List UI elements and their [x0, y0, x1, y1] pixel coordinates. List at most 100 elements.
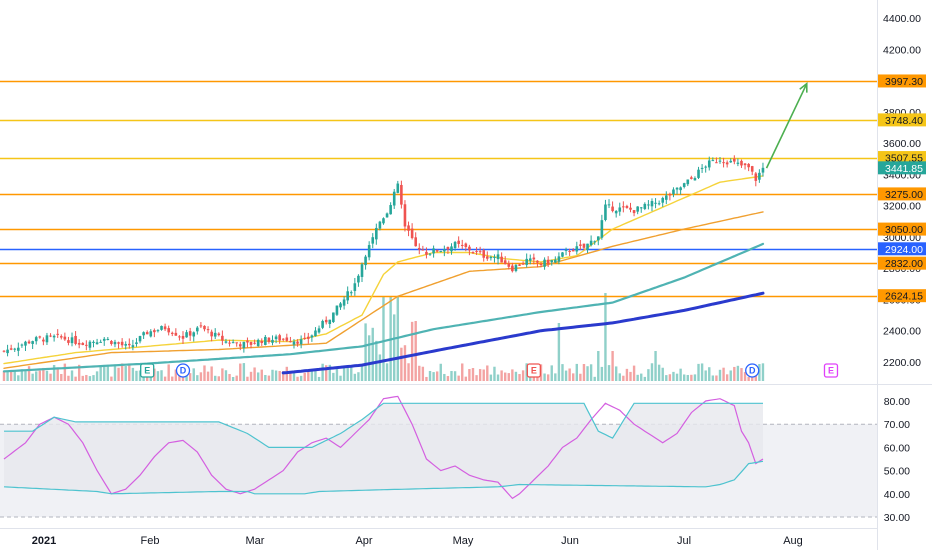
- volume-bar: [260, 369, 263, 381]
- candle-body: [88, 341, 92, 348]
- candle-body: [478, 251, 482, 253]
- candle-body: [6, 349, 9, 354]
- volume-bar: [557, 323, 561, 381]
- candle-body: [296, 341, 299, 344]
- candle-body: [188, 331, 192, 336]
- price-tick-label: 4400.00: [883, 13, 921, 25]
- volume-bar: [435, 371, 439, 381]
- candle-body: [217, 333, 221, 336]
- volume-bar: [135, 370, 138, 381]
- level-label-box[interactable]: [878, 222, 926, 236]
- volume-bar: [106, 364, 110, 381]
- candle-body: [697, 169, 700, 178]
- candle-body: [235, 342, 238, 344]
- volume-bar: [425, 376, 428, 381]
- candle-body: [185, 332, 188, 338]
- candle-body: [675, 187, 679, 190]
- candles: [2, 155, 765, 357]
- volume-bar: [403, 345, 407, 381]
- candle-body: [256, 339, 260, 347]
- dividend-marker[interactable]: [175, 363, 191, 378]
- volume-bar: [38, 370, 41, 381]
- volume-bar: [410, 321, 414, 381]
- earnings-marker[interactable]: [823, 363, 839, 378]
- volume-bar: [504, 372, 507, 381]
- candle-body: [85, 344, 88, 346]
- candle-body: [274, 336, 278, 340]
- candle-body: [24, 341, 27, 346]
- candle-body: [711, 160, 715, 162]
- volume-bar: [70, 370, 74, 381]
- volume-bar: [407, 363, 410, 381]
- level-label-box[interactable]: [878, 187, 926, 201]
- volume-bar: [113, 364, 117, 381]
- earnings-marker[interactable]: [140, 363, 155, 378]
- candle-body: [722, 162, 725, 164]
- dividend-marker[interactable]: [745, 363, 760, 378]
- candle-body: [52, 335, 56, 338]
- time-tick-label: Jul: [677, 535, 691, 547]
- volume-bar: [643, 376, 647, 381]
- candle-body: [668, 194, 672, 196]
- candle-body: [246, 340, 249, 343]
- candle-body: [210, 331, 213, 337]
- level-label-box[interactable]: [878, 256, 926, 270]
- volume-bar: [665, 375, 668, 381]
- candle-body: [686, 179, 690, 185]
- candle-body: [443, 249, 446, 252]
- volume-bar: [414, 321, 417, 381]
- level-label-text: 3997.30: [885, 76, 923, 88]
- level-label-box[interactable]: [878, 74, 926, 88]
- trend-arrow[interactable]: [765, 83, 808, 169]
- candle-body: [389, 205, 392, 215]
- candle-body: [493, 256, 496, 258]
- volume-bar: [529, 376, 532, 381]
- volume-bar: [167, 364, 170, 381]
- volume-bar: [289, 371, 292, 381]
- volume-bar: [346, 367, 349, 381]
- volume-bar: [636, 374, 639, 381]
- candle-body: [614, 210, 618, 214]
- trend-arrow-head: [799, 82, 808, 93]
- level-label-text: 3748.40: [885, 115, 923, 127]
- last-price-text: 3441.85: [885, 163, 923, 175]
- candle-body: [142, 332, 145, 336]
- earnings-marker[interactable]: [526, 363, 541, 378]
- volume-bar: [554, 373, 557, 381]
- event-label: E: [144, 366, 150, 376]
- time-tick-label: Jun: [561, 535, 579, 547]
- candle-body: [67, 340, 70, 343]
- candle-body: [95, 342, 99, 345]
- rsi-tick-label: 70.00: [884, 419, 910, 431]
- candle-body: [77, 342, 81, 345]
- volume-bar: [224, 370, 228, 381]
- candle-body: [521, 263, 525, 265]
- level-label-box[interactable]: [878, 242, 926, 256]
- candle-body: [317, 328, 321, 333]
- event-label: D: [749, 366, 756, 376]
- level-label-box[interactable]: [878, 113, 926, 127]
- candle-body: [647, 204, 650, 206]
- volume-bar: [708, 367, 711, 381]
- candle-body: [725, 162, 729, 165]
- level-label-box[interactable]: [878, 151, 926, 165]
- candle-body: [281, 338, 285, 340]
- volume-bar: [725, 374, 729, 381]
- candle-body: [704, 166, 707, 168]
- candle-body: [278, 335, 281, 341]
- volume-bar: [303, 372, 306, 381]
- candle-body: [400, 184, 403, 205]
- volume-bar: [31, 373, 34, 381]
- candle-body: [682, 183, 686, 187]
- volume-bar: [131, 367, 135, 381]
- volume-bar: [364, 323, 367, 381]
- volume-bar: [325, 365, 328, 381]
- level-label-box[interactable]: [878, 289, 926, 303]
- candle-body: [203, 325, 206, 330]
- volume-bar: [482, 369, 485, 381]
- moving-averages: [2, 175, 765, 375]
- volume-bar: [715, 375, 718, 381]
- volume-bar: [228, 373, 231, 381]
- candle-body: [110, 340, 113, 344]
